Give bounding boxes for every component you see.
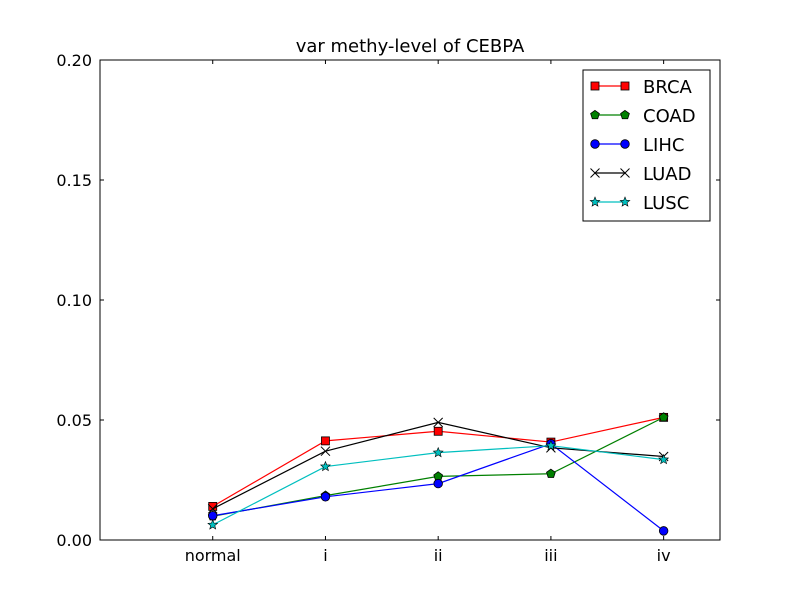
y-tick-label: 0.20 bbox=[56, 51, 92, 70]
data-point-lusc bbox=[207, 519, 219, 530]
legend-marker bbox=[619, 196, 631, 207]
y-tick-label: 0.00 bbox=[56, 531, 92, 550]
data-point-coad bbox=[658, 412, 669, 422]
y-tick-label: 0.05 bbox=[56, 411, 92, 430]
legend-label: BRCA bbox=[643, 77, 693, 98]
data-point-luad bbox=[207, 503, 218, 514]
x-axis: normal i ii iii iv bbox=[185, 60, 671, 565]
data-point-brca bbox=[321, 436, 330, 446]
data-point-coad bbox=[546, 468, 556, 478]
legend-marker bbox=[620, 168, 630, 178]
legend: BRCA COAD LIHC LUAD LUSC bbox=[582, 69, 711, 222]
legend-item-luad: LUAD bbox=[590, 164, 691, 185]
data-point-lusc bbox=[432, 446, 444, 458]
legend-item-lusc: LUSC bbox=[589, 193, 689, 214]
legend-item-brca: BRCA bbox=[590, 77, 693, 98]
legend-item-lihc: LIHC bbox=[590, 135, 684, 156]
data-point-luad bbox=[320, 446, 331, 457]
data-point-lihc bbox=[208, 511, 218, 521]
legend-marker bbox=[590, 139, 600, 149]
data-point-lihc bbox=[433, 478, 443, 489]
x-tick-label: iii bbox=[544, 546, 557, 565]
legend-label: LUAD bbox=[643, 164, 691, 185]
y-tick-label: 0.10 bbox=[56, 291, 92, 310]
legend-box bbox=[582, 69, 711, 222]
x-tick-label: iv bbox=[657, 546, 671, 565]
data-point-lihc bbox=[320, 492, 331, 502]
legend-marker bbox=[590, 168, 600, 178]
series-lusc bbox=[207, 439, 670, 530]
legend-label: LUSC bbox=[643, 193, 689, 214]
y-tick-label: 0.15 bbox=[56, 171, 92, 190]
y-axis: 0.00 0.05 0.10 0.15 0.20 bbox=[56, 51, 720, 550]
data-point-lihc bbox=[658, 526, 669, 536]
data-point-lusc bbox=[545, 439, 557, 451]
legend-marker bbox=[590, 81, 600, 91]
legend-label: COAD bbox=[643, 106, 696, 127]
legend-marker bbox=[620, 109, 630, 120]
legend-marker bbox=[620, 81, 630, 91]
x-tick-label: normal bbox=[185, 546, 241, 565]
data-point-luad bbox=[433, 417, 444, 428]
legend-marker bbox=[589, 196, 601, 207]
legend-label: LIHC bbox=[643, 135, 684, 156]
x-tick-label: i bbox=[323, 546, 327, 565]
series-layer bbox=[207, 412, 670, 536]
legend-item-coad: COAD bbox=[590, 106, 696, 127]
data-point-lusc bbox=[319, 460, 331, 472]
x-tick-label: ii bbox=[434, 546, 443, 565]
legend-marker bbox=[620, 139, 630, 149]
chart-title: var methy-level of CEBPA bbox=[296, 36, 525, 57]
data-point-brca bbox=[433, 426, 443, 436]
legend-marker bbox=[590, 109, 600, 120]
data-point-lusc bbox=[658, 453, 670, 465]
